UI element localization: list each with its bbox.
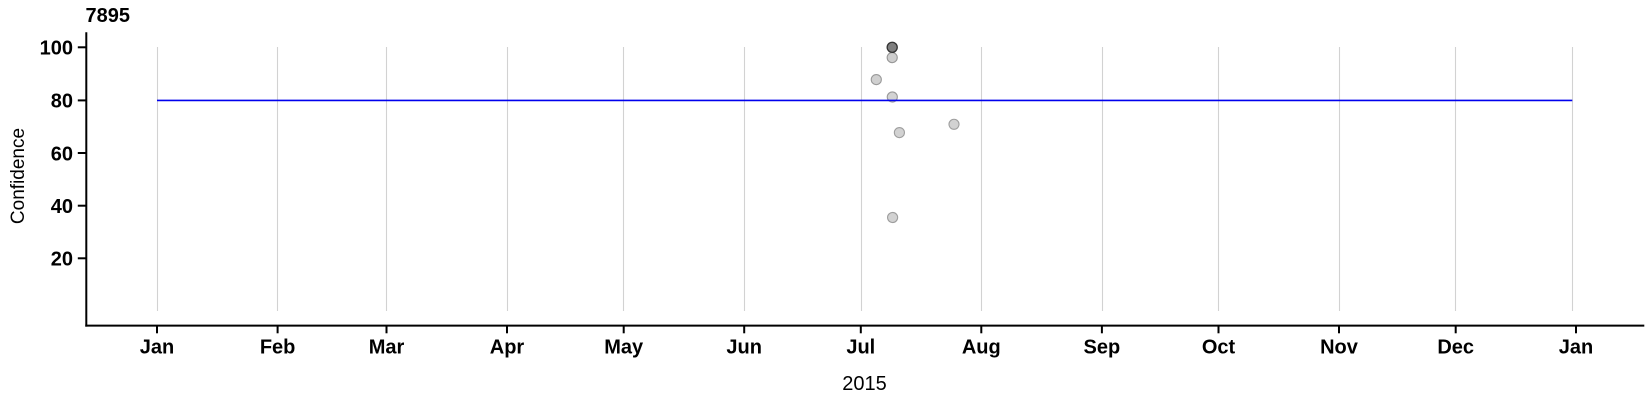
svg-text:Jan: Jan <box>140 337 174 359</box>
svg-text:7895: 7895 <box>86 5 131 27</box>
svg-text:Nov: Nov <box>1320 337 1359 359</box>
svg-text:Oct: Oct <box>1202 337 1236 359</box>
svg-text:2015: 2015 <box>842 373 887 395</box>
svg-text:60: 60 <box>51 143 73 165</box>
svg-text:May: May <box>604 337 644 359</box>
svg-text:Jul: Jul <box>846 337 875 359</box>
svg-text:Feb: Feb <box>260 337 296 359</box>
svg-text:Dec: Dec <box>1437 337 1474 359</box>
svg-text:Aug: Aug <box>962 337 1001 359</box>
svg-text:20: 20 <box>51 249 73 271</box>
svg-text:Sep: Sep <box>1084 337 1121 359</box>
svg-text:Mar: Mar <box>369 337 405 359</box>
svg-text:100: 100 <box>40 38 73 60</box>
svg-text:80: 80 <box>51 91 73 113</box>
svg-text:Jun: Jun <box>726 337 762 359</box>
svg-text:Confidence: Confidence <box>8 128 29 224</box>
svg-text:40: 40 <box>51 196 73 218</box>
svg-text:Apr: Apr <box>490 337 525 359</box>
svg-text:Jan: Jan <box>1559 337 1593 359</box>
